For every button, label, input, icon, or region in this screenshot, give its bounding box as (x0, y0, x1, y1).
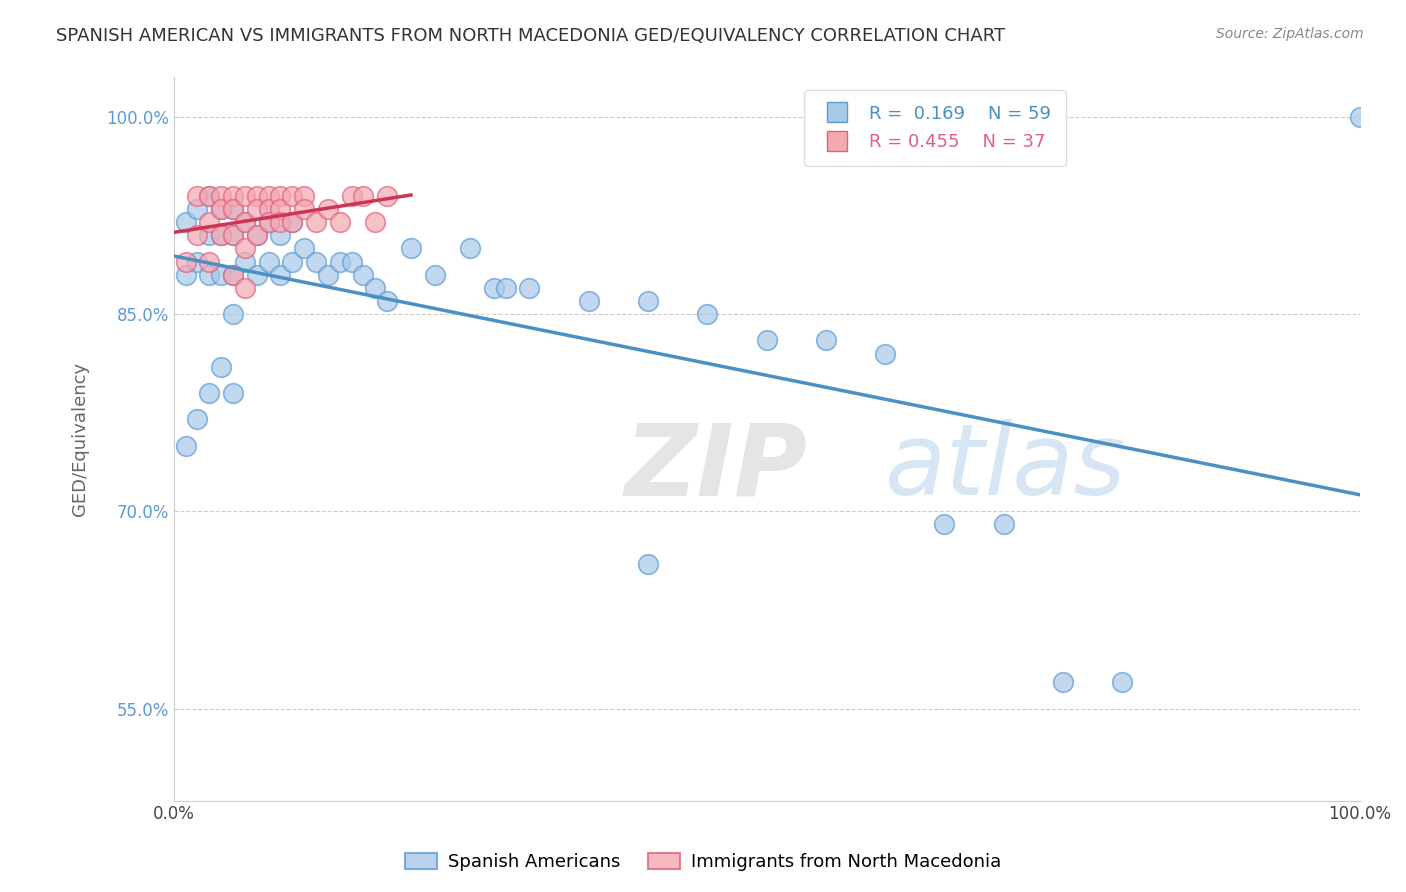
Point (1348, 110, 1371, 124)
Point (198, 228, 221, 243)
Point (233, 241, 256, 255)
Point (269, 268, 291, 282)
Point (198, 188, 221, 202)
Point (269, 228, 291, 243)
Point (246, 268, 269, 282)
Point (696, 307, 718, 321)
Point (257, 254, 280, 268)
Point (198, 188, 221, 202)
Point (198, 386, 221, 401)
Point (222, 188, 245, 202)
Point (329, 254, 352, 268)
Point (375, 188, 398, 202)
Legend: R =  0.169    N = 59, R = 0.455    N = 37: R = 0.169 N = 59, R = 0.455 N = 37 (804, 90, 1066, 166)
Point (222, 386, 245, 401)
Point (353, 268, 375, 282)
Point (186, 412, 208, 426)
Point (269, 202, 291, 216)
Point (257, 215, 280, 229)
Point (305, 254, 328, 268)
Point (292, 241, 315, 255)
Point (209, 268, 232, 282)
Point (292, 202, 315, 216)
Point (209, 188, 232, 202)
Point (755, 334, 778, 348)
Point (222, 228, 245, 243)
Point (495, 281, 517, 295)
Point (198, 254, 221, 268)
Point (222, 307, 245, 321)
Point (233, 281, 256, 295)
Point (353, 188, 375, 202)
Point (637, 557, 659, 571)
Text: SPANISH AMERICAN VS IMMIGRANTS FROM NORTH MACEDONIA GED/EQUIVALENCY CORRELATION : SPANISH AMERICAN VS IMMIGRANTS FROM NORT… (56, 27, 1005, 45)
Point (269, 188, 291, 202)
Point (305, 215, 328, 229)
Point (399, 241, 422, 255)
Point (281, 254, 304, 268)
Point (198, 215, 221, 229)
Point (329, 215, 352, 229)
Y-axis label: GED/Equivalency: GED/Equivalency (72, 362, 89, 516)
Point (222, 202, 245, 216)
Point (209, 228, 232, 243)
Point (233, 188, 256, 202)
Point (637, 293, 659, 308)
Point (281, 215, 304, 229)
Point (340, 254, 363, 268)
Point (174, 215, 197, 229)
Point (174, 268, 197, 282)
Point (875, 346, 897, 360)
Point (375, 293, 398, 308)
Point (174, 439, 197, 453)
Point (233, 215, 256, 229)
Point (246, 188, 269, 202)
Text: atlas: atlas (886, 419, 1126, 516)
Point (186, 228, 208, 243)
Point (281, 188, 304, 202)
Point (257, 188, 280, 202)
Text: ZIP: ZIP (624, 419, 807, 516)
Point (482, 281, 505, 295)
Point (233, 215, 256, 229)
Point (209, 359, 232, 374)
Point (246, 228, 269, 243)
Point (209, 202, 232, 216)
Point (186, 202, 208, 216)
Point (186, 188, 208, 202)
Point (578, 293, 600, 308)
Point (423, 268, 446, 282)
Point (814, 334, 837, 348)
Point (269, 215, 291, 229)
Point (174, 254, 197, 268)
Point (198, 268, 221, 282)
Point (209, 202, 232, 216)
Point (222, 268, 245, 282)
Point (1111, 675, 1133, 690)
Point (316, 268, 339, 282)
Text: Source: ZipAtlas.com: Source: ZipAtlas.com (1216, 27, 1364, 41)
Point (458, 241, 481, 255)
Point (246, 228, 269, 243)
Point (364, 215, 387, 229)
Point (281, 215, 304, 229)
Point (519, 281, 541, 295)
Point (316, 202, 339, 216)
Point (364, 281, 387, 295)
Point (222, 268, 245, 282)
Point (257, 202, 280, 216)
Point (209, 228, 232, 243)
Legend: Spanish Americans, Immigrants from North Macedonia: Spanish Americans, Immigrants from North… (398, 846, 1008, 879)
Point (222, 202, 245, 216)
Point (993, 517, 1015, 532)
Point (340, 188, 363, 202)
Point (1052, 675, 1074, 690)
Point (257, 215, 280, 229)
Point (222, 228, 245, 243)
Point (246, 202, 269, 216)
Point (186, 254, 208, 268)
Point (292, 188, 315, 202)
Point (233, 254, 256, 268)
Point (934, 517, 956, 532)
